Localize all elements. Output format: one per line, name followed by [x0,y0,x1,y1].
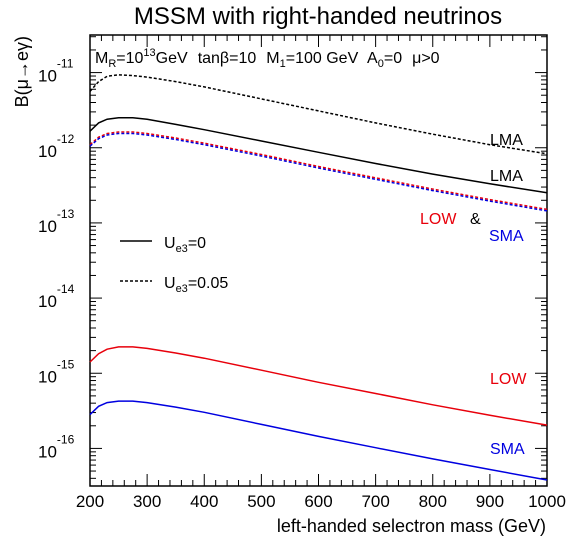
y-tick-label: 10-16 [38,432,75,461]
x-tick-label: 400 [190,492,218,511]
legend-dashed-main: U [164,275,176,292]
x-tick-label: 300 [133,492,161,511]
legend-solid-main: U [164,235,176,252]
y-tick-label: 10-12 [38,132,75,161]
annotation-sma-upper: SMA [489,228,524,245]
legend-solid-tail: =0 [188,235,206,252]
param-a0-tail: =0 [384,50,402,67]
annotation-lma-solid: LMA [490,168,523,185]
param-m1-tail: =100 GeV [286,50,359,67]
axis-ticks: 200 300 400 500 600 700 800 900 100010-1110-1210… [38,35,566,511]
series-line-low-lower [89,346,548,426]
y-tick-label: 10-11 [38,57,74,86]
annotation-low-upper: LOW [420,211,457,228]
series-line-sma-upper [89,132,548,212]
param-a0-sub: 0 [378,58,384,70]
legend: Ue3=0 Ue3=0.05 [120,235,228,295]
param-mr-main: M [95,50,108,67]
x-tick-label: 800 [419,492,447,511]
param-m1-main: M [266,50,279,67]
x-tick-label: 200 [76,492,104,511]
param-mr-tail: GeV [156,50,188,67]
param-mr-mid: =10 [116,50,143,67]
series-lines [89,74,548,481]
legend-dashed-label: Ue3=0.05 [164,275,228,295]
param-mr-sup: 13 [143,47,155,59]
legend-dashed-tail: =0.05 [188,275,229,292]
x-tick-label: 500 [247,492,275,511]
series-line-low-upper [89,131,548,211]
parameters-label: MR=1013GeV tanβ=10 M1=100 GeV A0=0 μ>0 [95,47,440,70]
y-tick-label: 10-15 [38,357,75,386]
y-axis-label: B(μ→eγ) [12,36,32,107]
param-mr-sub: R [108,58,116,70]
x-tick-label: 900 [476,492,504,511]
legend-dashed-sub: e3 [176,283,188,295]
annotation-sma-lower: SMA [490,441,525,458]
x-axis-label: left-handed selectron mass (GeV) [277,516,546,536]
series-line-lma-dashed [89,74,548,155]
param-mu: μ>0 [412,50,440,67]
legend-solid-sub: e3 [176,243,188,255]
x-tick-label: 700 [361,492,389,511]
series-line-sma-lower [89,400,548,481]
param-m1-sub: 1 [280,58,286,70]
y-tick-label: 10-13 [38,207,75,236]
legend-solid-label: Ue3=0 [164,235,206,255]
x-tick-label: 1000 [528,492,566,511]
x-tick-label: 600 [304,492,332,511]
param-tanb: tanβ=10 [198,50,257,67]
annotation-lma-dashed: LMA [490,132,523,149]
annotation-ampersand: & [470,211,481,228]
series-line-lma-solid [89,116,548,194]
param-a0-main: A [367,50,378,67]
y-tick-label: 10-14 [38,282,75,311]
annotation-low-lower: LOW [490,371,527,388]
chart-title: MSSM with right-handed neutrinos [134,3,502,30]
